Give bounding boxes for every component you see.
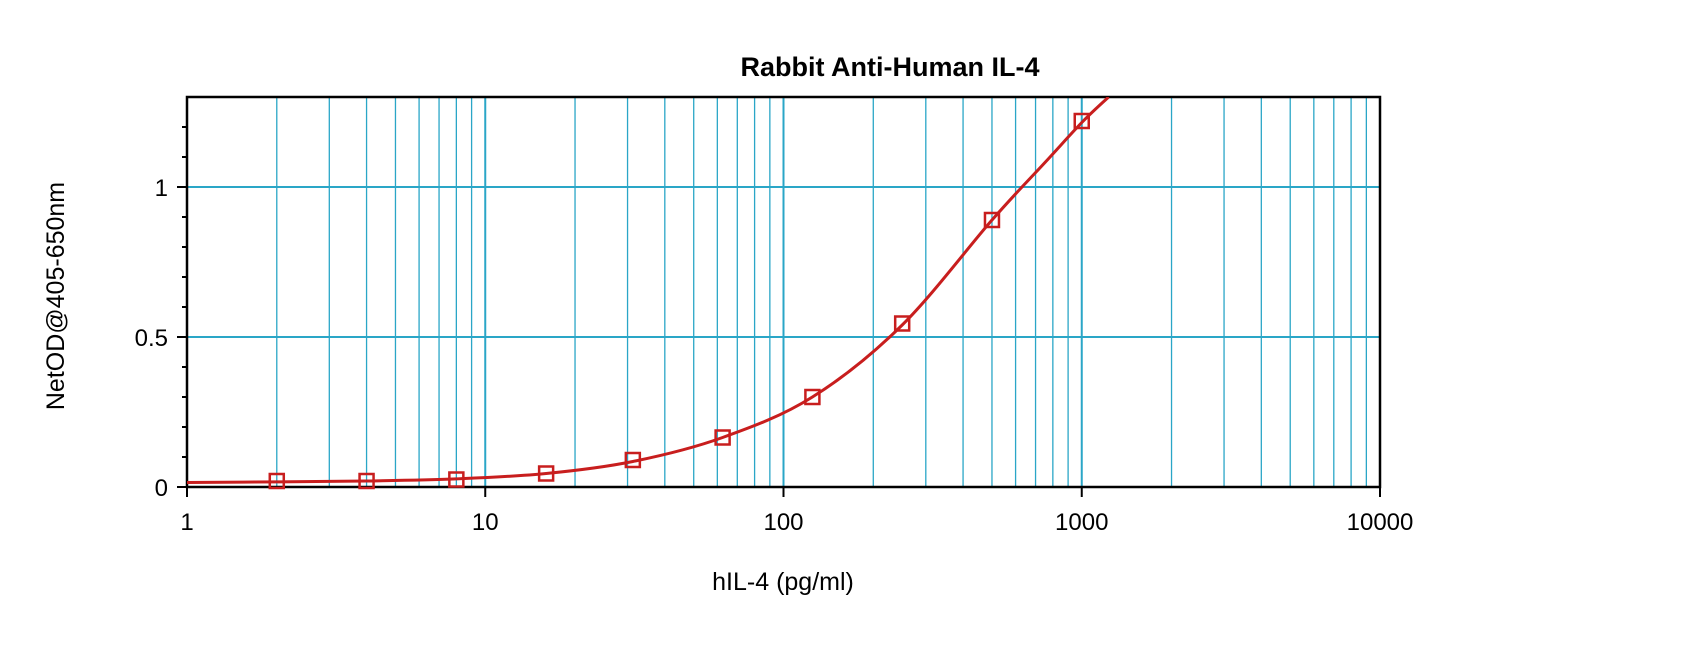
y-tick-label: 0 (155, 475, 168, 502)
data-point (893, 315, 911, 332)
fit-curve (187, 97, 1110, 484)
y-tick-label: 0.5 (135, 325, 168, 352)
data-point (714, 429, 731, 446)
data-point (448, 471, 465, 488)
data-point (804, 388, 821, 406)
x-tick-label: 1000 (1055, 509, 1108, 536)
data-point (537, 465, 555, 482)
axis-ticks (177, 126, 1381, 497)
fit-curve-group (187, 97, 1110, 484)
y-axis-label: NetOD@405-650nm (42, 182, 70, 410)
x-tick-label: 10000 (1347, 509, 1414, 536)
x-axis-label: hIL-4 (pg/ml) (712, 568, 854, 596)
chart-title: Rabbit Anti-Human IL-4 (741, 52, 1040, 82)
x-tick-label: 10 (472, 509, 499, 536)
y-tick-label: 1 (155, 175, 168, 202)
data-point (983, 211, 1001, 229)
grid (187, 97, 1380, 487)
data-point (268, 472, 286, 490)
data-point (1073, 112, 1090, 130)
data-point (624, 451, 642, 469)
data-points (268, 112, 1090, 490)
data-point (358, 472, 375, 490)
x-tick-label: 100 (763, 509, 803, 536)
tick-labels: 1 10 100 1000 10000 0 0.5 1 (135, 175, 1414, 536)
x-tick-label: 1 (180, 509, 193, 536)
